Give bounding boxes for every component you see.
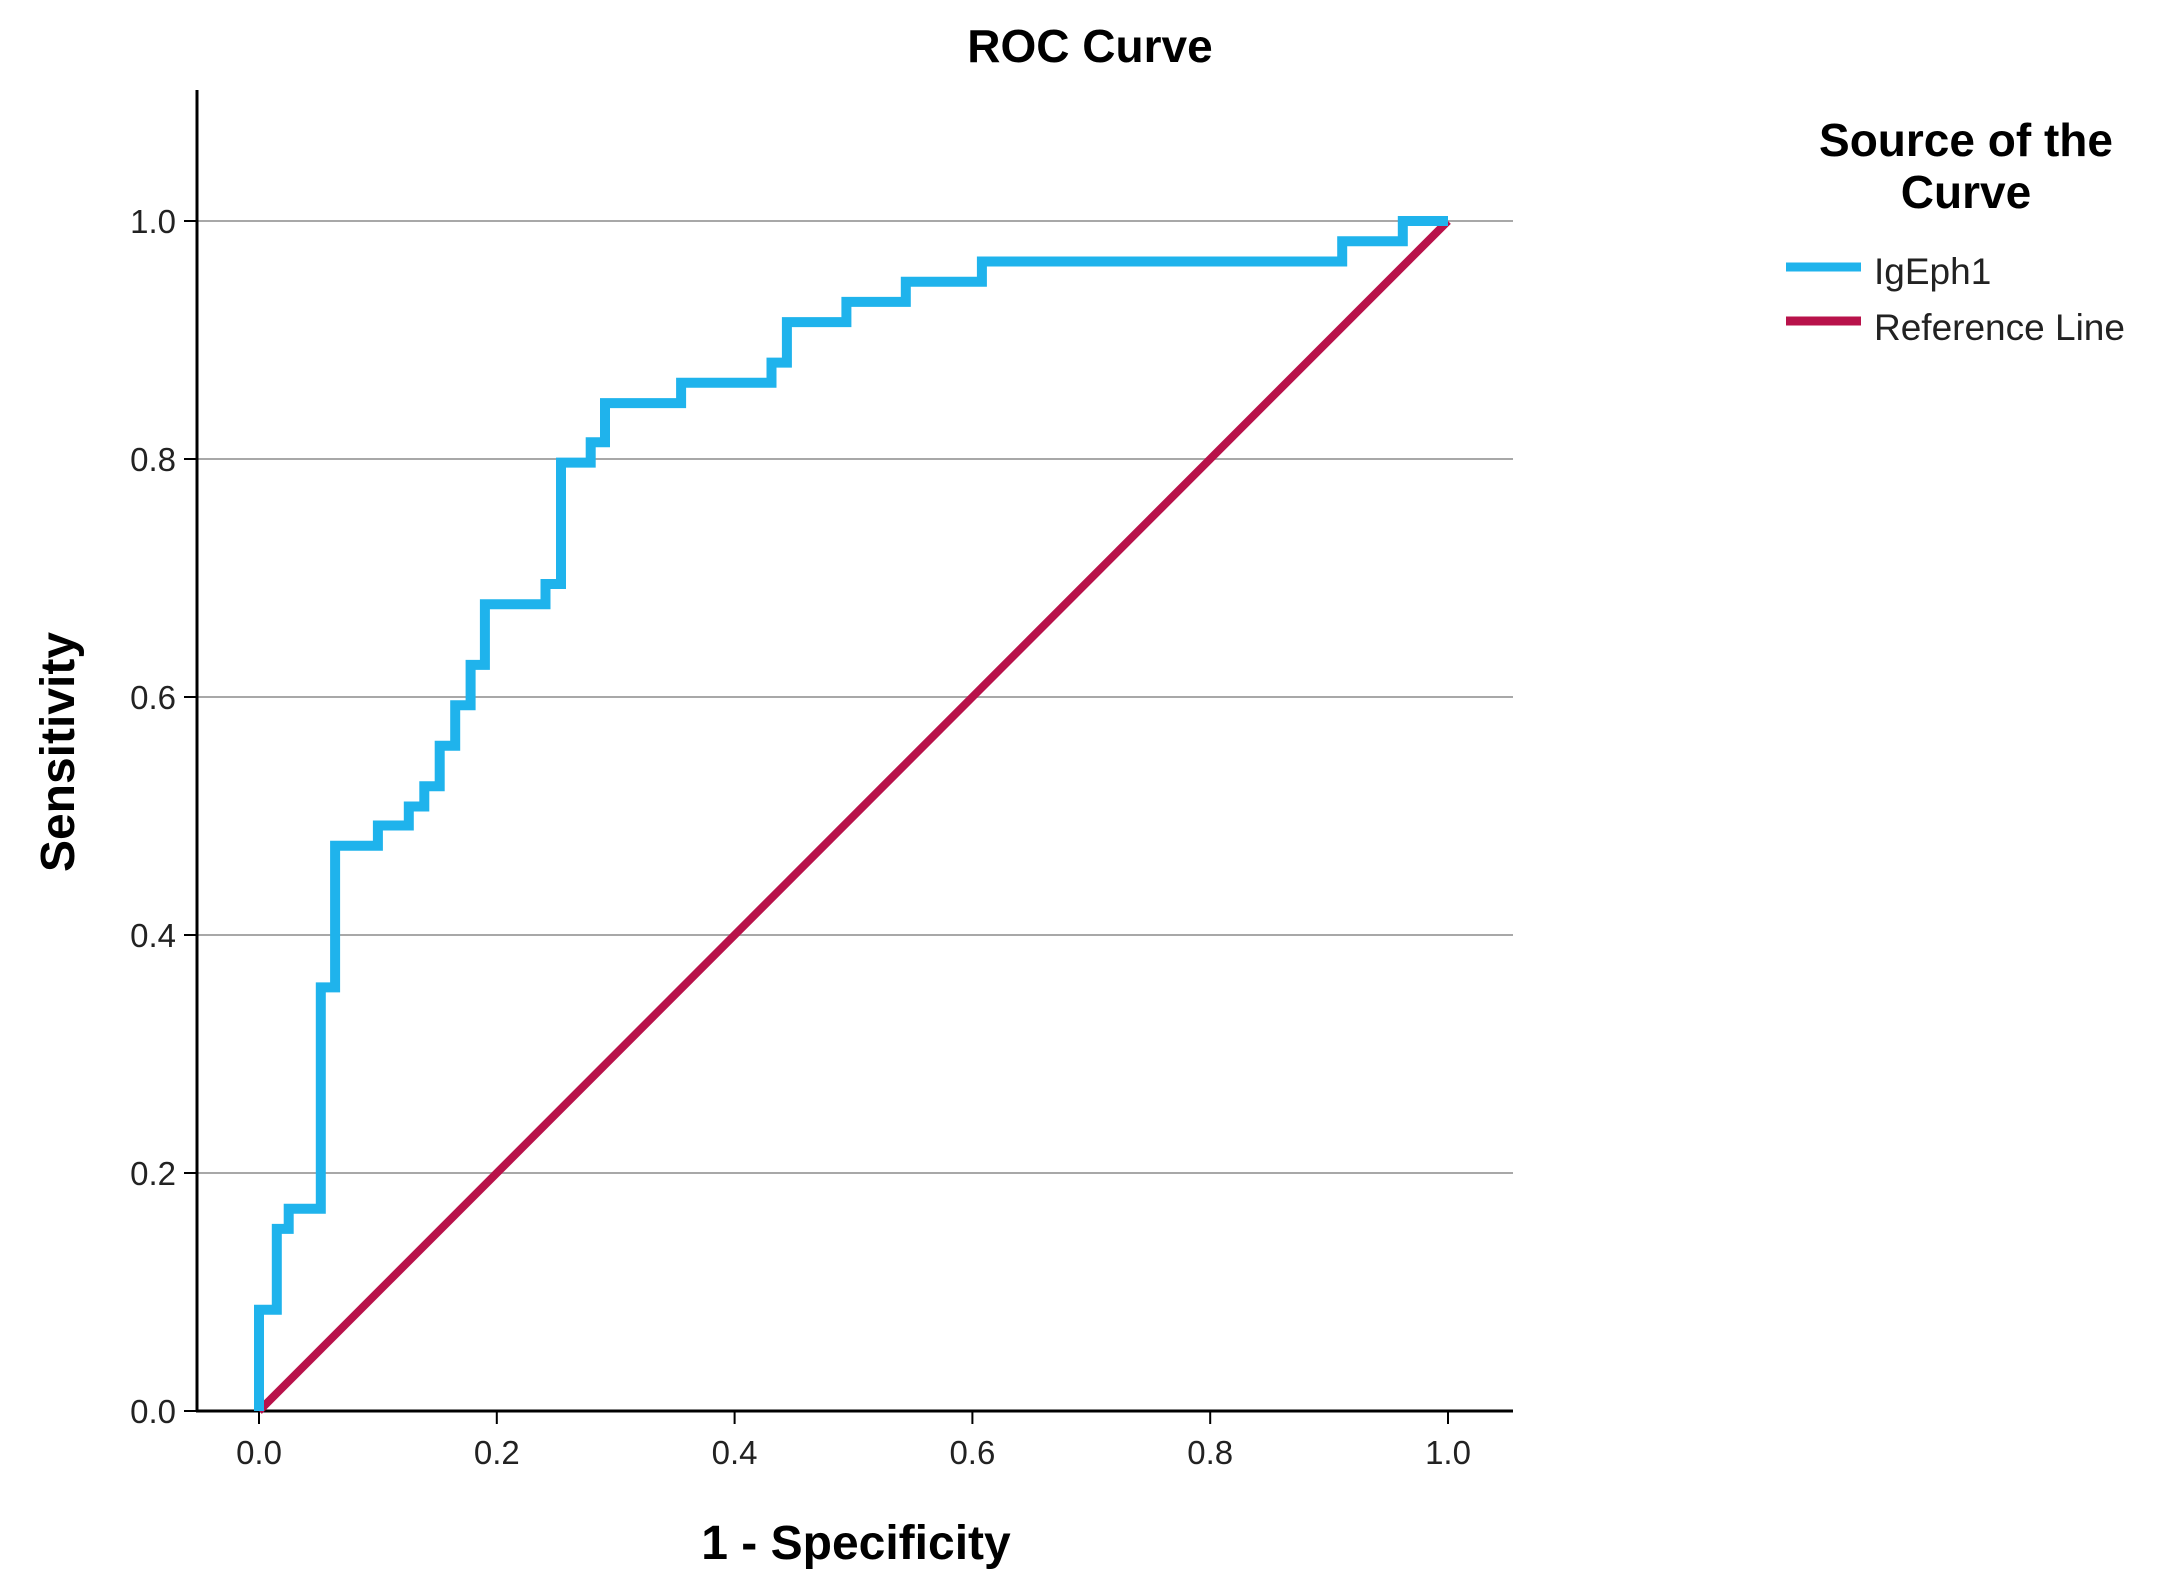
y-axis-ticks: 0.0 0.2 0.4 0.6 0.8 1.0 [130,203,197,1430]
x-tick-label-0: 0.0 [236,1434,282,1471]
legend-title-line1: Source of the [1819,114,2113,166]
x-axis-label: 1 - Specificity [701,1517,1011,1570]
chart-title: ROC Curve [967,20,1212,72]
y-tick-label-5: 1.0 [130,203,176,240]
series-group [254,216,1451,1414]
x-tick-label-4: 0.8 [1187,1434,1233,1471]
x-axis-ticks: 0.0 0.2 0.4 0.6 0.8 1.0 [236,1411,1471,1471]
x-tick-label-1: 0.2 [474,1434,520,1471]
y-tick-label-3: 0.6 [130,679,176,716]
x-tick-label-2: 0.4 [712,1434,758,1471]
legend-label-igeph1: IgEph1 [1874,251,1991,292]
x-tick-label-3: 0.6 [949,1434,995,1471]
legend: Source of the Curve IgEph1 Reference Lin… [1786,114,2125,348]
x-tick-label-5: 1.0 [1425,1434,1471,1471]
y-tick-label-4: 0.8 [130,441,176,478]
legend-label-reference-line: Reference Line [1874,307,2125,348]
y-tick-label-1: 0.2 [130,1155,176,1192]
gridlines [197,220,1513,1174]
y-axis-label: Sensitivity [32,632,85,872]
series-line-igeph1 [254,216,1448,1411]
y-tick-label-2: 0.4 [130,917,176,954]
legend-title-line2: Curve [1901,166,2031,218]
y-tick-label-0: 0.0 [130,1393,176,1430]
series-line-reference-line [256,218,1451,1414]
